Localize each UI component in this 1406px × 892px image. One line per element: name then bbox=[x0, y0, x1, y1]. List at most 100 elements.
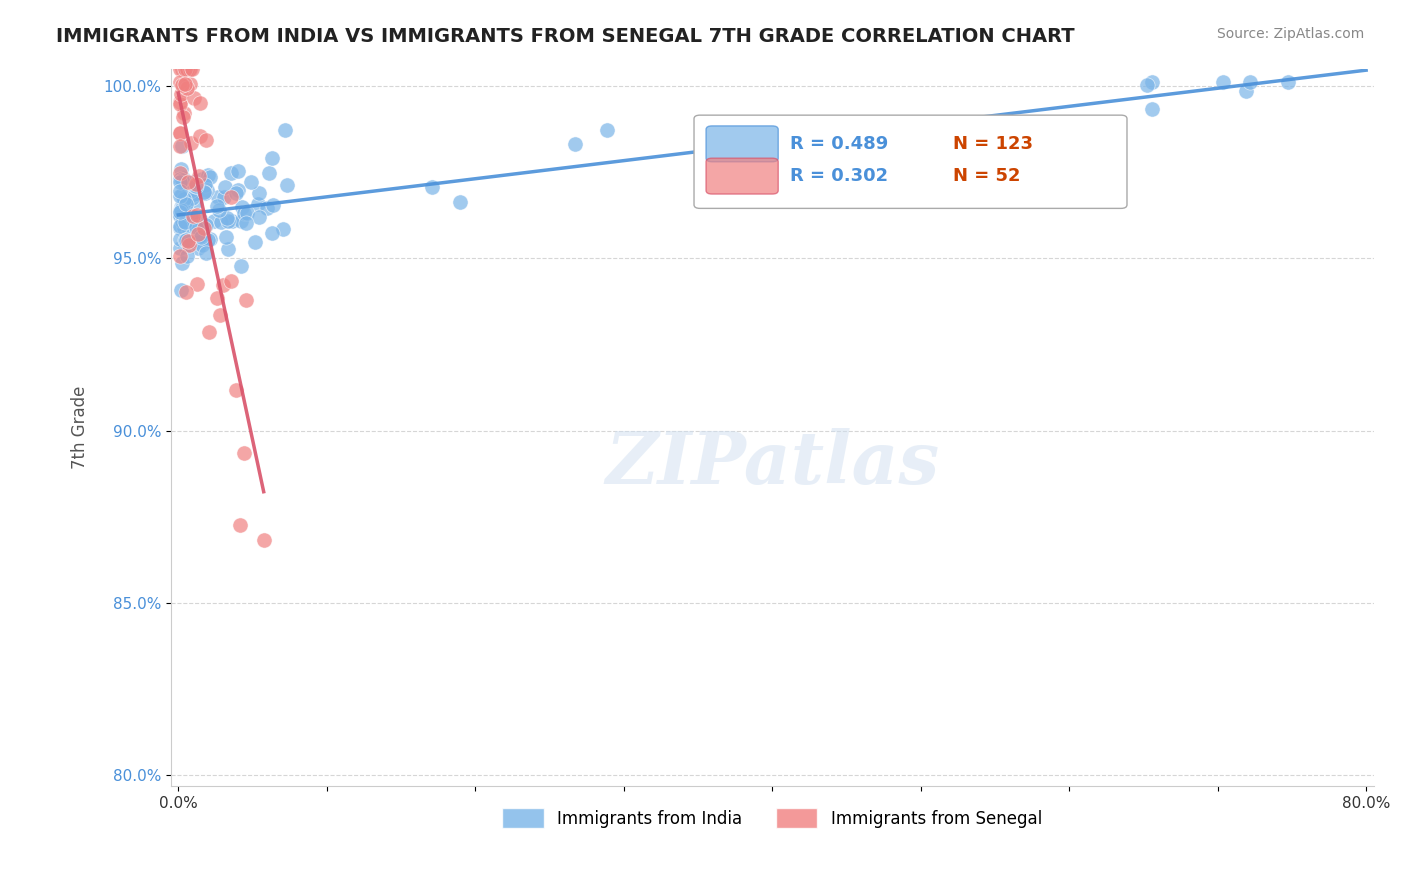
Point bbox=[205, 199, 228, 213]
Point bbox=[217, 214, 239, 228]
Point bbox=[208, 308, 231, 322]
Point bbox=[170, 200, 193, 214]
Point bbox=[180, 235, 202, 250]
Point bbox=[1136, 78, 1159, 92]
Point bbox=[246, 197, 269, 211]
Point bbox=[193, 186, 215, 200]
Point bbox=[177, 62, 200, 76]
Point bbox=[174, 285, 197, 300]
Point bbox=[217, 242, 239, 256]
Point bbox=[207, 190, 229, 204]
Point bbox=[170, 188, 193, 202]
Point bbox=[195, 132, 218, 146]
Point bbox=[169, 162, 191, 177]
Point bbox=[1239, 75, 1261, 89]
Point bbox=[170, 214, 193, 228]
Point bbox=[176, 216, 198, 230]
Text: R = 0.489: R = 0.489 bbox=[790, 135, 889, 153]
Point bbox=[186, 178, 208, 193]
Point bbox=[256, 201, 278, 215]
Point bbox=[188, 228, 211, 243]
Point bbox=[449, 195, 471, 210]
Point bbox=[225, 383, 247, 397]
Point bbox=[172, 200, 194, 214]
Point bbox=[260, 151, 283, 165]
Text: ZIPatlas: ZIPatlas bbox=[605, 427, 939, 499]
Point bbox=[190, 238, 212, 252]
Point bbox=[946, 150, 969, 164]
Point bbox=[169, 241, 191, 255]
Point bbox=[236, 205, 259, 219]
Point bbox=[169, 126, 191, 140]
Point bbox=[174, 194, 197, 209]
Point bbox=[253, 533, 276, 548]
Point bbox=[212, 190, 235, 204]
Point bbox=[169, 232, 191, 246]
Point bbox=[245, 235, 267, 249]
Point bbox=[564, 136, 586, 151]
Point bbox=[187, 221, 209, 235]
Point bbox=[219, 189, 242, 203]
Point bbox=[173, 106, 195, 120]
Legend: Immigrants from India, Immigrants from Senegal: Immigrants from India, Immigrants from S… bbox=[496, 801, 1049, 835]
Point bbox=[172, 170, 194, 185]
Point bbox=[420, 180, 443, 194]
Point bbox=[262, 198, 284, 212]
Point bbox=[179, 62, 201, 76]
Point bbox=[183, 179, 205, 194]
Y-axis label: 7th Grade: 7th Grade bbox=[72, 385, 89, 469]
Point bbox=[211, 278, 233, 293]
Point bbox=[274, 122, 297, 136]
Point bbox=[173, 77, 195, 91]
Point bbox=[194, 245, 217, 260]
Point bbox=[173, 221, 195, 235]
Point bbox=[233, 206, 256, 220]
Point bbox=[257, 166, 280, 180]
Point bbox=[179, 185, 201, 199]
Point bbox=[219, 274, 242, 288]
Point bbox=[186, 277, 208, 291]
Point bbox=[187, 241, 209, 255]
Point bbox=[173, 238, 195, 252]
Point bbox=[215, 230, 238, 244]
Point bbox=[190, 229, 212, 244]
Point bbox=[183, 186, 205, 201]
Point bbox=[170, 210, 193, 224]
Point bbox=[183, 216, 205, 230]
Point bbox=[170, 203, 193, 218]
Point bbox=[181, 62, 204, 76]
Point bbox=[198, 232, 221, 246]
Point bbox=[233, 445, 256, 459]
Point bbox=[229, 259, 252, 273]
Point bbox=[173, 192, 195, 206]
Point bbox=[169, 175, 191, 189]
Point bbox=[228, 164, 250, 178]
Point bbox=[179, 77, 201, 91]
Point bbox=[181, 175, 204, 189]
Point bbox=[208, 202, 231, 217]
Point bbox=[188, 228, 211, 243]
Point bbox=[209, 215, 232, 229]
Point bbox=[1236, 84, 1258, 98]
Text: R = 0.302: R = 0.302 bbox=[790, 167, 889, 186]
Point bbox=[170, 87, 193, 101]
Point bbox=[169, 207, 191, 221]
Point bbox=[214, 180, 236, 194]
Point bbox=[173, 196, 195, 211]
Point bbox=[169, 249, 191, 263]
Point bbox=[170, 78, 193, 93]
Point bbox=[193, 186, 215, 200]
Point bbox=[177, 183, 200, 197]
Point bbox=[176, 62, 198, 76]
Point bbox=[184, 178, 207, 192]
Point bbox=[183, 195, 205, 210]
Point bbox=[174, 197, 197, 211]
Point bbox=[172, 173, 194, 187]
Point bbox=[194, 178, 217, 192]
Point bbox=[172, 62, 194, 76]
Point bbox=[169, 95, 191, 109]
Point bbox=[174, 215, 197, 229]
Point bbox=[172, 139, 194, 153]
Point bbox=[842, 128, 865, 143]
Point bbox=[184, 226, 207, 240]
